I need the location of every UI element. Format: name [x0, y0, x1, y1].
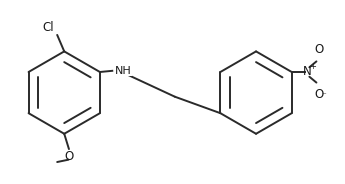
- Text: +: +: [309, 62, 316, 71]
- Text: O: O: [314, 89, 323, 101]
- Text: O: O: [314, 43, 323, 56]
- Text: Cl: Cl: [42, 21, 54, 34]
- Text: N: N: [303, 66, 312, 79]
- Text: O: O: [64, 150, 73, 163]
- Text: NH: NH: [115, 66, 132, 76]
- Text: ⁻: ⁻: [322, 91, 326, 100]
